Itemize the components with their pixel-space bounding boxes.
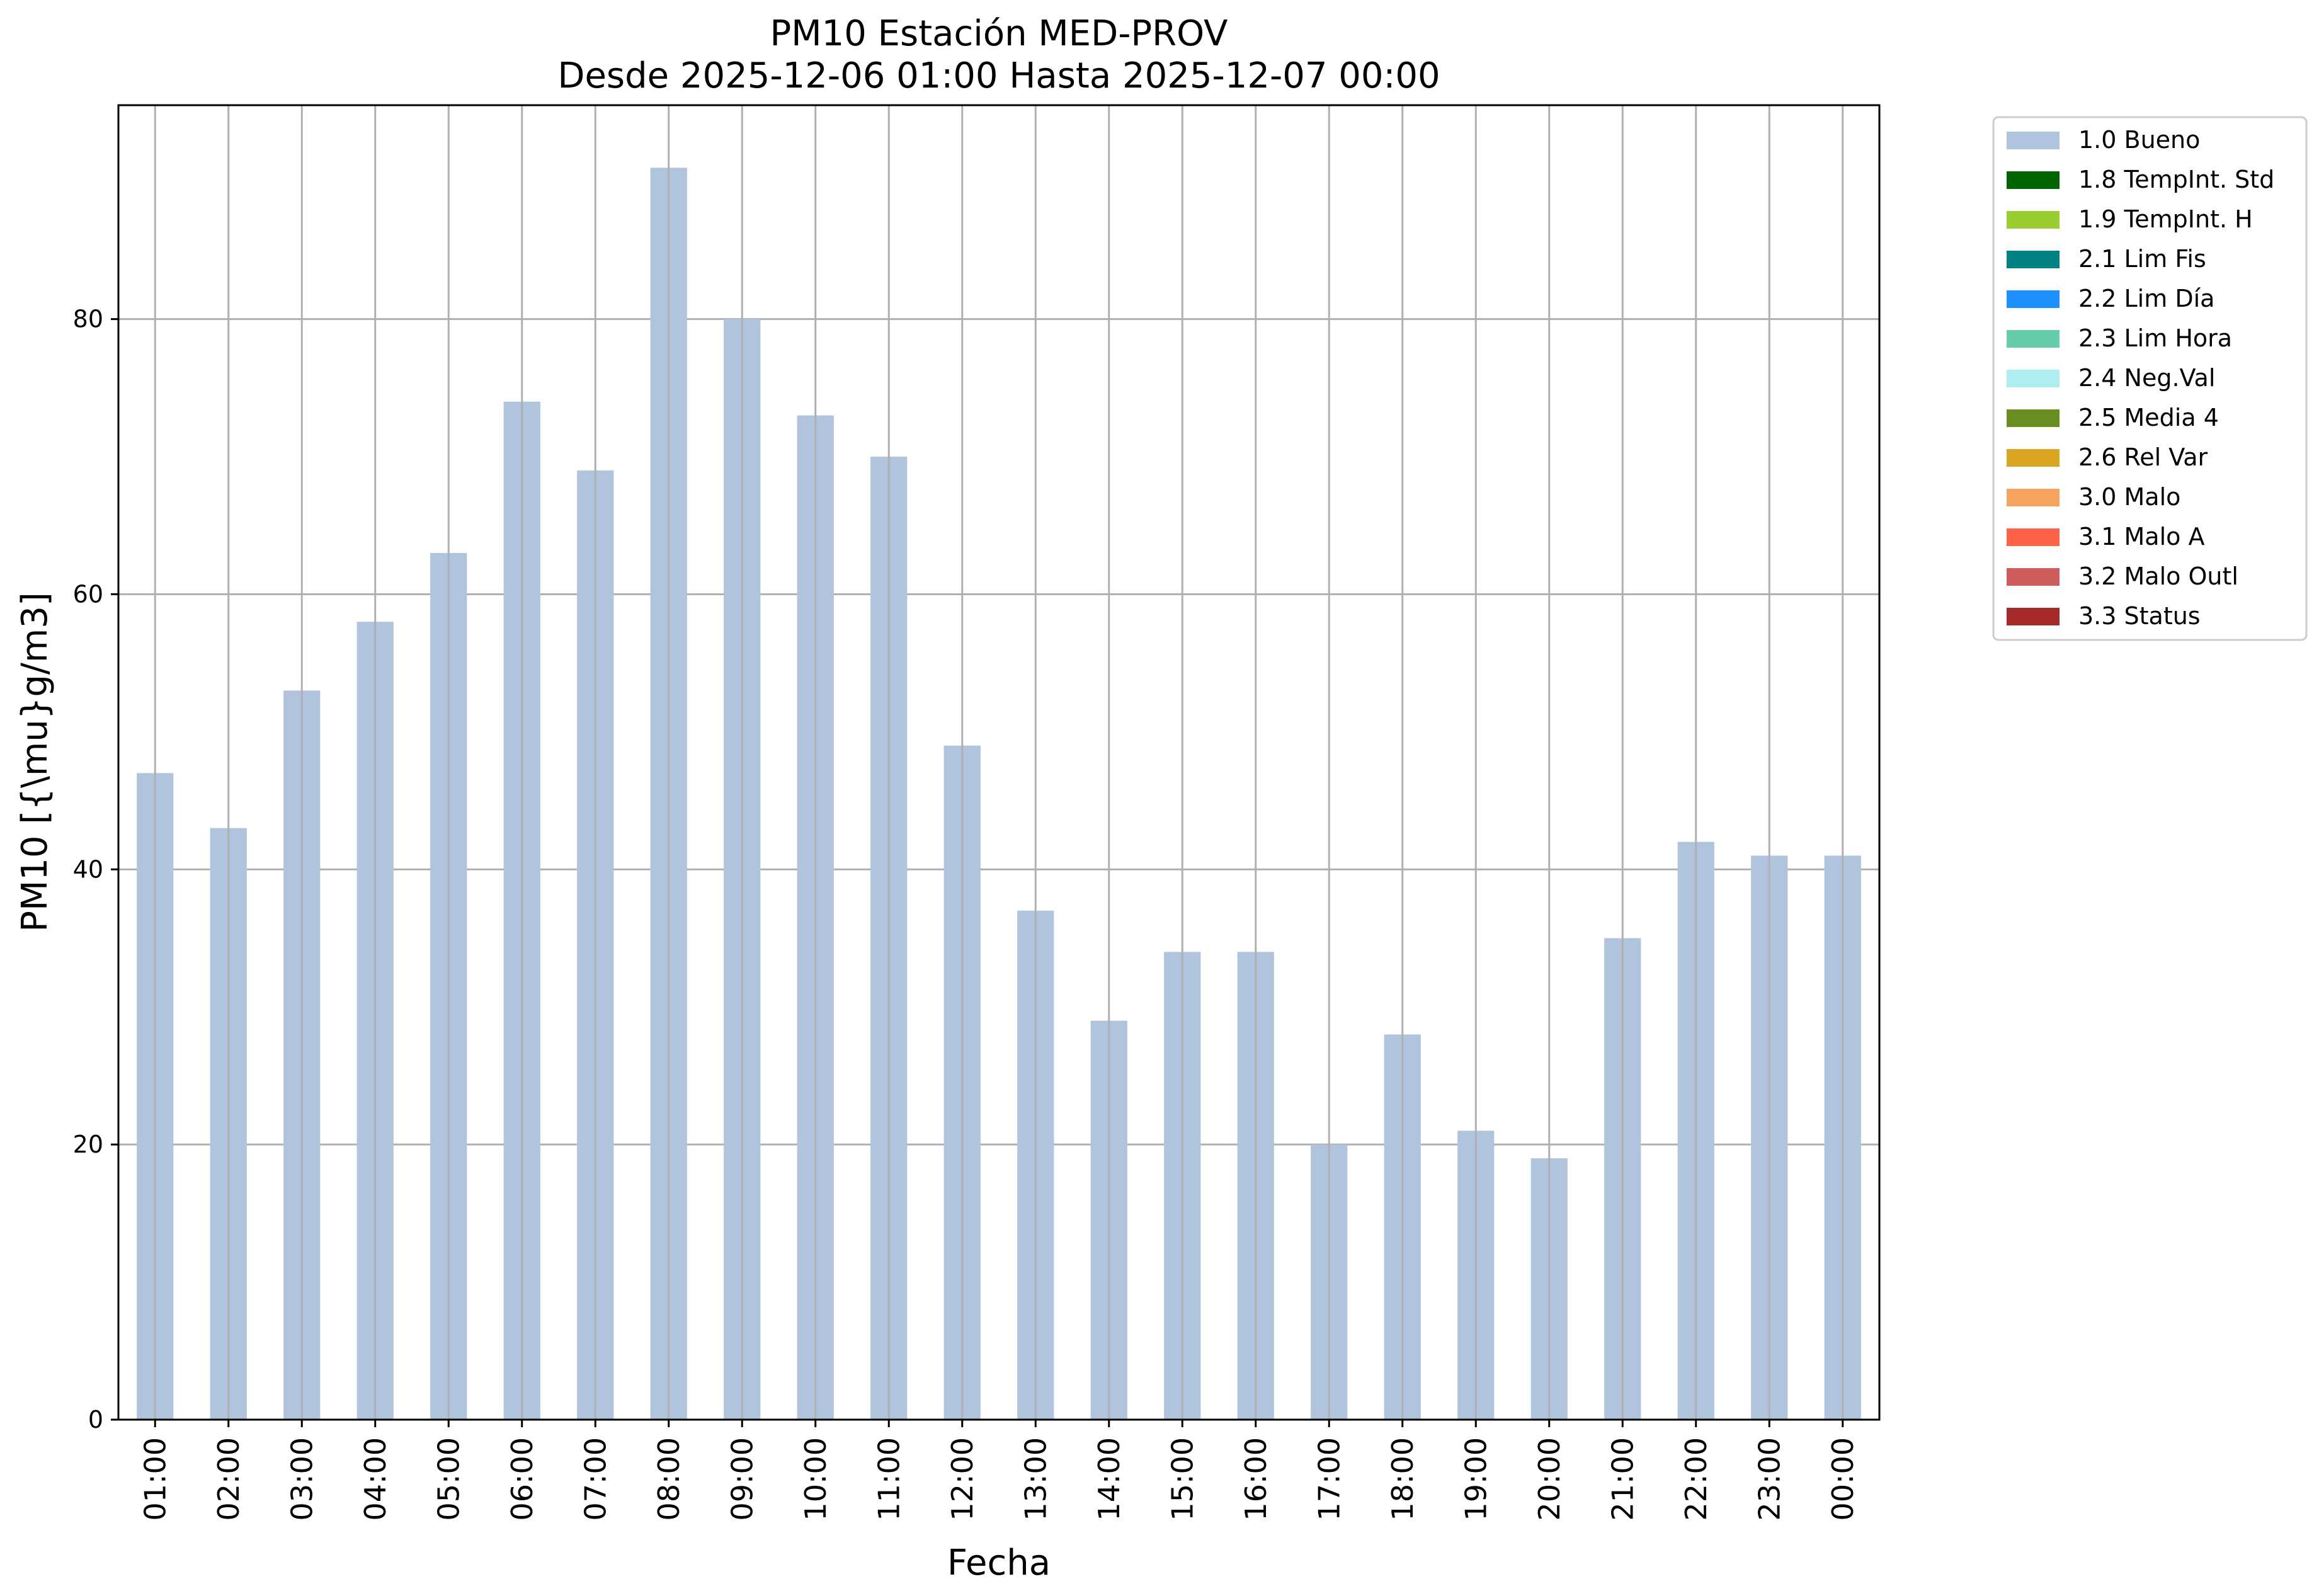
x-tick-label: 05:00: [431, 1437, 465, 1521]
legend-label: 1.0 Bueno: [2078, 126, 2200, 154]
x-tick-label: 13:00: [1018, 1437, 1052, 1521]
legend-swatch: [2007, 370, 2060, 387]
x-tick-label: 11:00: [872, 1437, 906, 1521]
legend-swatch: [2007, 211, 2060, 229]
x-tick-label: 12:00: [945, 1437, 979, 1521]
legend-label: 3.0 Malo: [2078, 483, 2180, 511]
legend: 1.0 Bueno 1.8 TempInt. Std 1.9 TempInt. H 2…: [1992, 116, 2308, 641]
x-tick-label: 00:00: [1826, 1437, 1860, 1521]
x-tick-label: 22:00: [1679, 1437, 1713, 1521]
x-tick-label: 21:00: [1605, 1437, 1639, 1521]
legend-label: 3.2 Malo Outl: [2078, 562, 2238, 590]
chart-subtitle: Desde 2025-12-06 01:00 Hasta 2025-12-07 …: [557, 55, 1440, 96]
x-tick-label: 09:00: [725, 1437, 759, 1521]
legend-label: 3.3 Status: [2078, 602, 2201, 630]
legend-swatch: [2007, 449, 2060, 467]
x-tick-label: 15:00: [1165, 1437, 1199, 1521]
chart-title: PM10 Estación MED-PROV: [770, 13, 1228, 54]
x-tick-label: 19:00: [1459, 1437, 1493, 1521]
y-axis-ticks: 0 20 40 60 80: [73, 305, 118, 1434]
y-axis-label: PM10 [{\mu}g/m3]: [14, 592, 55, 932]
x-tick-label: 23:00: [1752, 1437, 1786, 1521]
legend-swatch: [2007, 568, 2060, 586]
legend-label: 1.9 TempInt. H: [2078, 205, 2253, 233]
legend-label: 2.6 Rel Var: [2078, 443, 2208, 471]
legend-swatch: [2007, 489, 2060, 506]
x-tick-label: 10:00: [799, 1437, 833, 1521]
x-tick-label: 20:00: [1532, 1437, 1566, 1521]
x-tick-label: 07:00: [578, 1437, 612, 1521]
legend-label: 2.1 Lim Fis: [2078, 245, 2206, 273]
y-tick-label: 0: [88, 1406, 103, 1434]
legend-label: 3.1 Malo A: [2078, 523, 2204, 550]
x-tick-label: 08:00: [652, 1437, 686, 1521]
y-tick-label: 40: [73, 855, 103, 883]
legend-swatch: [2007, 251, 2060, 268]
legend-swatch: [2007, 330, 2060, 348]
legend-frame: [1992, 116, 2308, 641]
legend-swatch: [2007, 528, 2060, 546]
x-axis-ticks: 01:00 02:00 03:00 04:00 05:00 06:00 07:00 08:00…: [138, 1420, 1860, 1521]
legend-label: 1.8 TempInt. Std: [2078, 166, 2274, 193]
legend-swatch: [2007, 171, 2060, 189]
x-axis-label: Fecha: [947, 1542, 1051, 1583]
x-tick-label: 14:00: [1092, 1437, 1126, 1521]
x-tick-label: 02:00: [212, 1437, 246, 1521]
legend-label: 2.5 Media 4: [2078, 404, 2219, 431]
y-tick-label: 60: [73, 580, 103, 608]
legend-swatch: [2007, 132, 2060, 149]
plot-area-frame: [117, 104, 1881, 1421]
y-tick-label: 20: [73, 1131, 103, 1158]
x-tick-label: 01:00: [138, 1437, 172, 1521]
legend-swatch: [2007, 409, 2060, 427]
grid-lines: [118, 318, 1879, 1146]
legend-swatch: [2007, 608, 2060, 625]
legend-label: 2.3 Lim Hora: [2078, 324, 2232, 352]
x-tick-label: 16:00: [1239, 1437, 1273, 1521]
legend-swatch: [2007, 290, 2060, 308]
x-tick-label: 06:00: [505, 1437, 539, 1521]
legend-label: 2.4 Neg.Val: [2078, 364, 2215, 392]
x-tick-label: 18:00: [1386, 1437, 1420, 1521]
legend-label: 2.2 Lim Día: [2078, 285, 2214, 312]
bar-series: [137, 105, 1861, 1420]
x-tick-label: 04:00: [358, 1437, 392, 1521]
x-tick-label: 17:00: [1312, 1437, 1346, 1521]
x-tick-label: 03:00: [285, 1437, 319, 1521]
y-tick-label: 80: [73, 305, 103, 333]
